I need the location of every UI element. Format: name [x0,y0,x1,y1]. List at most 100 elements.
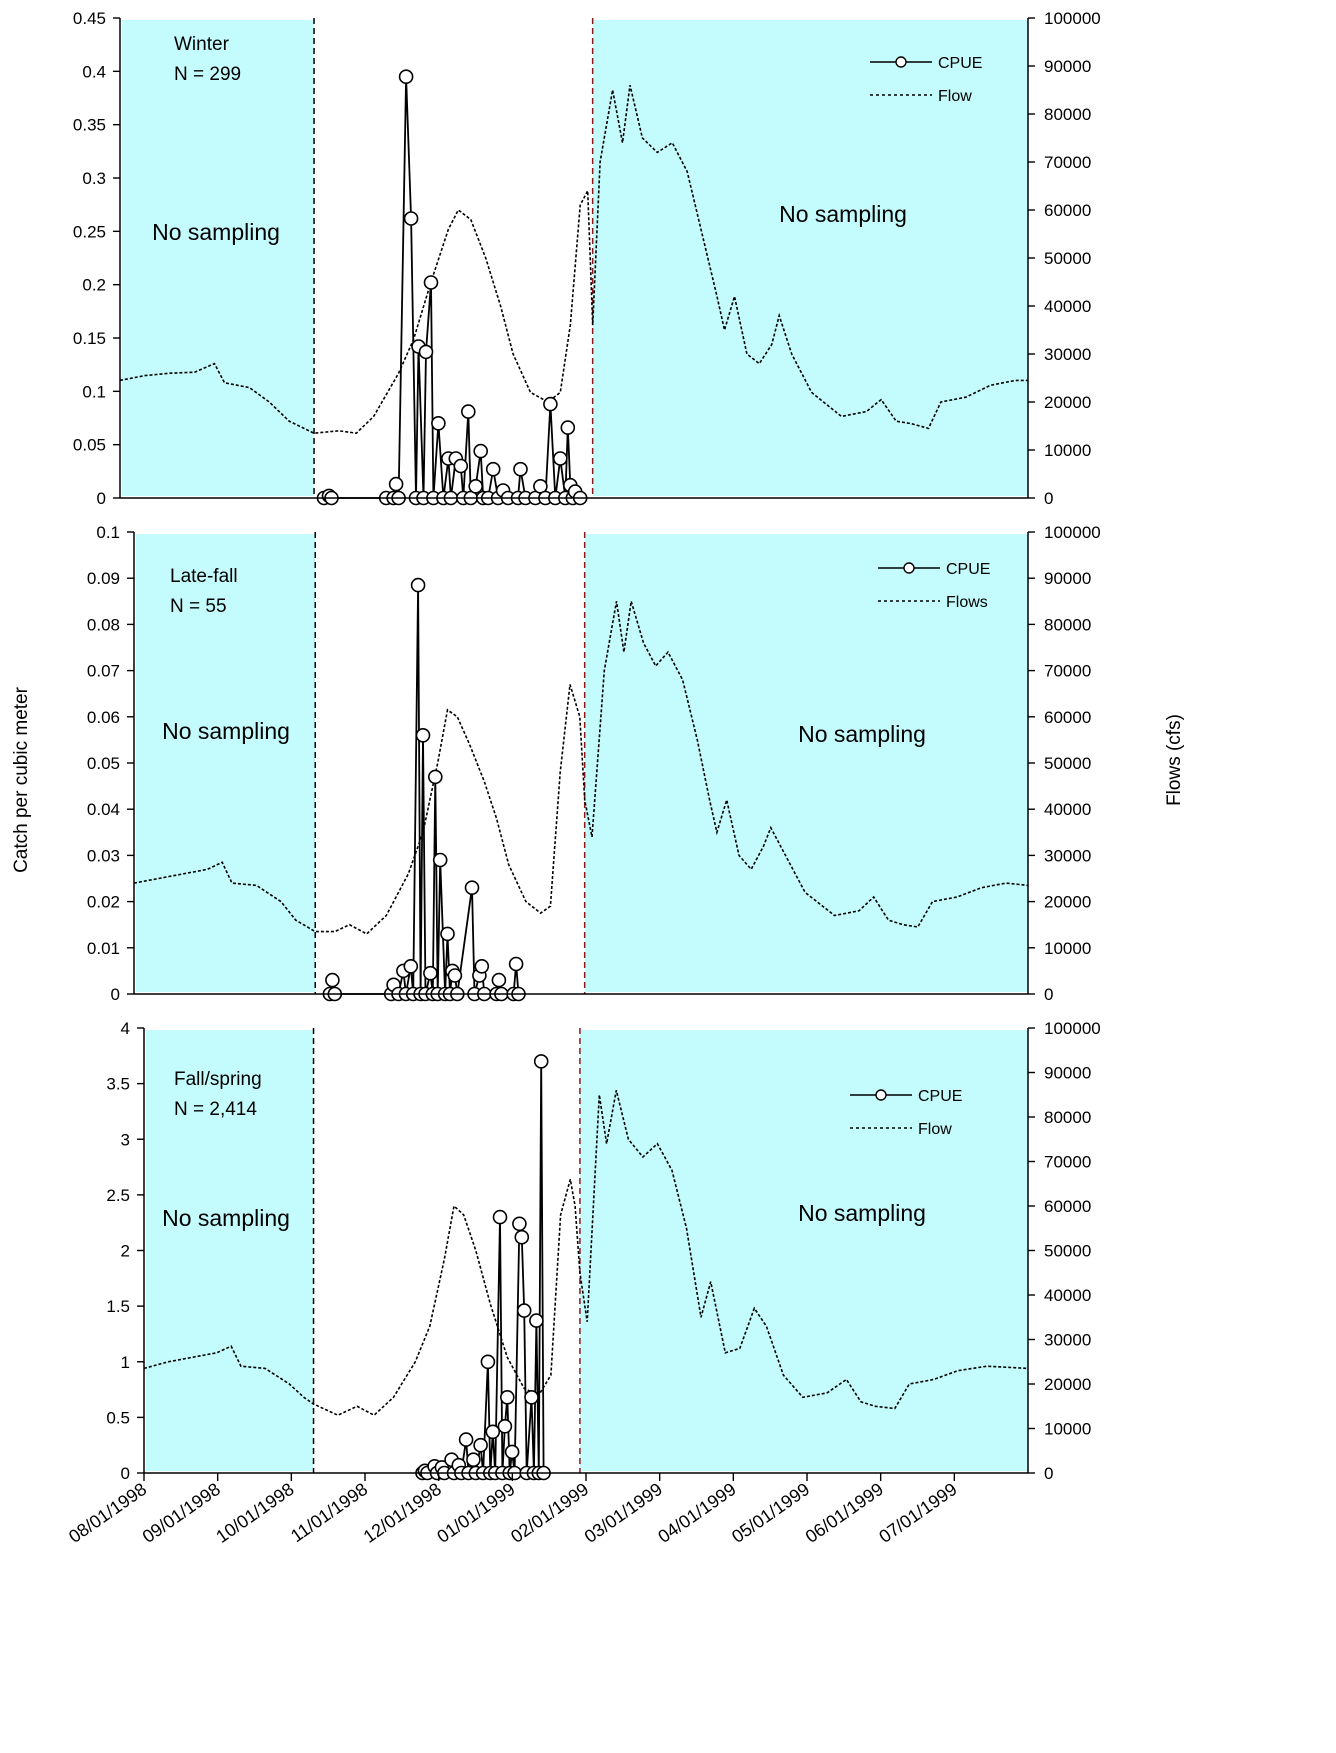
right-tick-label: 40000 [1044,1286,1091,1305]
right-tick-label: 0 [1044,1464,1053,1483]
no-sampling-region [136,534,316,992]
left-tick-label: 0.01 [87,939,120,958]
no-sampling-label: No sampling [798,1200,926,1226]
cpue-point [468,478,484,494]
cpue-series-line [329,585,520,997]
right-tick-label: 100000 [1044,9,1101,28]
left-tick-label: 0 [111,985,120,1004]
x-tick-label: 11/01/1998 [287,1479,371,1546]
x-tick-label: 06/01/1999 [802,1479,887,1547]
right-tick-label: 20000 [1044,1375,1091,1394]
panel-title: Fall/spring [174,1069,262,1090]
left-tick-label: 0 [97,489,106,508]
right-tick-label: 90000 [1044,57,1091,76]
right-tick-label: 60000 [1044,201,1091,220]
no-sampling-region [592,20,1028,496]
x-tick-label: 09/01/1998 [139,1479,224,1547]
cpue-point [508,956,524,972]
right-tick-label: 50000 [1044,249,1091,268]
cpue-point [485,1424,501,1440]
legend-flow-label: Flows [946,594,988,611]
right-tick-label: 60000 [1044,1197,1091,1216]
left-tick-label: 0.45 [73,9,106,28]
right-tick-label: 80000 [1044,615,1091,634]
right-tick-label: 100000 [1044,523,1101,542]
cpue-point [533,1054,549,1069]
cpue-point [480,1354,496,1370]
left-tick-label: 1 [121,1353,130,1372]
right-tick-label: 80000 [1044,1108,1091,1127]
right-tick-label: 40000 [1044,800,1091,819]
cpue-point [491,972,507,988]
right-tick-label: 50000 [1044,754,1091,773]
cpue-point [514,1229,530,1245]
left-tick-label: 0.5 [106,1408,130,1427]
no-sampling-region [122,20,315,496]
left-tick-label: 4 [121,1019,130,1038]
panel-title: Late-fall [170,566,238,587]
cpue-point [403,211,419,226]
left-tick-label: 1.5 [106,1297,130,1316]
left-tick-label: 0.05 [73,436,106,455]
left-tick-label: 0.4 [82,62,106,81]
left-tick-label: 0.2 [82,276,106,295]
right-tick-label: 10000 [1044,441,1091,460]
cpue-series-line [421,1061,545,1476]
left-tick-label: 0.35 [73,116,106,135]
right-tick-label: 30000 [1044,1331,1091,1350]
cpue-point [403,958,419,974]
right-tick-label: 50000 [1044,1242,1091,1261]
flow-series-line [119,85,1028,435]
cpue-point [499,1390,515,1405]
no-sampling-label: No sampling [779,201,907,227]
right-tick-label: 20000 [1044,893,1091,912]
cpue-point [325,972,340,988]
legend-flow-label: Flow [918,1121,952,1138]
right-tick-label: 30000 [1044,345,1091,364]
cpue-point [552,451,568,466]
right-axis-title: Flows (cfs) [1164,714,1185,806]
cpue-point [473,1437,488,1453]
sample-size-label: N = 55 [170,596,227,617]
right-tick-label: 0 [1044,985,1053,1004]
right-tick-label: 20000 [1044,393,1091,412]
legend-cpue-marker [875,1089,887,1101]
no-sampling-label: No sampling [162,718,290,744]
no-sampling-label: No sampling [798,721,926,747]
cpue-point [474,958,490,974]
legend-cpue-label: CPUE [946,561,990,578]
left-tick-label: 0.08 [87,615,120,634]
right-tick-label: 60000 [1044,708,1091,727]
right-tick-label: 10000 [1044,1420,1091,1439]
x-tick-label: 03/01/1999 [581,1479,666,1547]
cpue-point [560,420,576,435]
x-tick-label: 10/01/1998 [212,1479,297,1547]
right-tick-label: 40000 [1044,297,1091,316]
panel-late-fall: No sampling No sampling 0 0.01 0.02 0.03 0.04 0… [87,523,1101,1004]
right-tick-label: 30000 [1044,846,1091,865]
left-tick-label: 0.3 [82,169,106,188]
sample-size-label: N = 299 [174,64,241,85]
left-tick-label: 0.03 [87,846,120,865]
legend-cpue-label: CPUE [918,1088,962,1105]
cpue-point [431,415,446,431]
left-tick-label: 0.05 [87,754,120,773]
cpue-point [423,275,439,290]
left-tick-label: 2 [121,1242,130,1261]
left-tick-label: 0.07 [87,662,120,681]
cpue-point [524,1390,539,1405]
left-tick-label: 0.1 [96,523,120,542]
cpue-point [410,577,426,593]
x-tick-label: 12/01/1998 [360,1479,445,1547]
no-sampling-label: No sampling [152,219,280,245]
cpue-point [440,926,455,942]
panel-title: Winter [174,34,230,55]
cpue-point [447,968,463,983]
cpue-point [513,461,528,477]
x-tick-label: 04/01/1999 [654,1479,739,1547]
legend-cpue-label: CPUE [938,55,982,72]
cpue-point [423,965,438,981]
cpue-series-line [323,76,581,502]
